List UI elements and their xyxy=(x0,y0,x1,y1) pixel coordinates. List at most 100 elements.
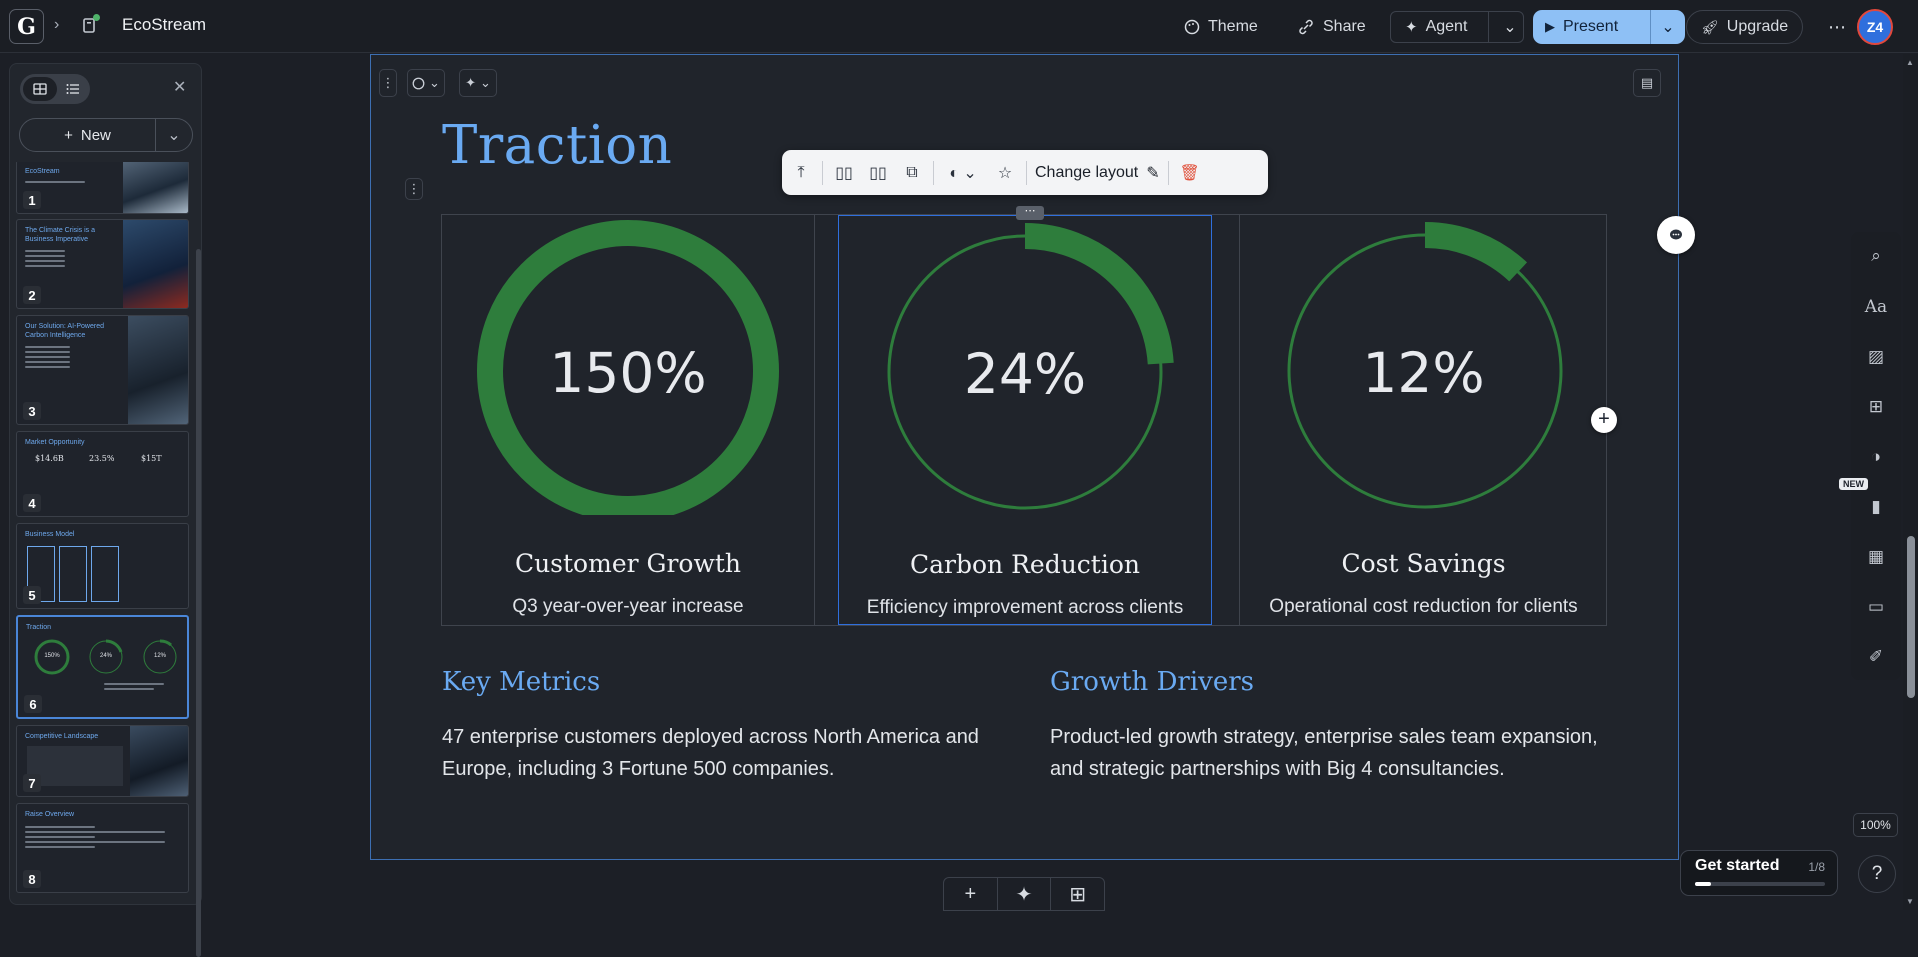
new-slide-button[interactable]: + New ⌄ xyxy=(19,118,193,152)
comment-icon[interactable] xyxy=(1657,216,1695,254)
layout-icon[interactable]: ⊞ xyxy=(1069,883,1087,906)
thumbnail-title: Raise Overview xyxy=(25,811,75,818)
slide-thumbnail-8[interactable]: Raise Overview 8 xyxy=(16,803,189,893)
agent-button[interactable]: ✦ Agent ⌄ xyxy=(1390,11,1524,43)
close-icon[interactable]: ✕ xyxy=(173,79,187,96)
theme-button[interactable]: Theme xyxy=(1174,11,1268,43)
progress-ring-chart xyxy=(477,220,779,515)
app-logo-icon[interactable]: G xyxy=(9,9,44,44)
slide-number: 1 xyxy=(23,191,41,209)
growth-drivers-heading[interactable]: Growth Drivers xyxy=(1050,667,1255,697)
sparkle-icon: ✦ xyxy=(1405,19,1418,36)
sidebar-scrollbar[interactable] xyxy=(196,249,201,957)
new-label: New xyxy=(80,126,111,144)
rocket-icon: 🚀︎ xyxy=(1701,18,1719,35)
page-title[interactable]: Traction xyxy=(442,115,673,176)
thumbnail-image xyxy=(128,316,188,424)
upgrade-button[interactable]: 🚀︎ Upgrade xyxy=(1686,10,1804,44)
drag-handle[interactable]: ⋯ xyxy=(1016,206,1044,220)
chevron-down-icon[interactable]: ⌄ xyxy=(167,127,181,144)
column-left-icon[interactable]: ▯▯ xyxy=(835,164,853,182)
slide-theme-button[interactable]: ⌄ xyxy=(407,69,445,97)
slides-panel: ✕ + New ⌄ EcoStream 1 The Climate Crisis … xyxy=(9,63,202,957)
slide-number: 6 xyxy=(24,695,42,713)
slide-thumbnail-4[interactable]: Market Opportunity $14.6B 23.5% $15T 4 xyxy=(16,431,189,517)
palette-icon xyxy=(412,77,425,89)
new-badge: NEW xyxy=(1839,478,1868,490)
metric-card[interactable]: 150% Customer Growth Q3 year-over-year i… xyxy=(442,215,815,625)
add-column-button[interactable]: + xyxy=(1591,407,1617,433)
image-icon[interactable]: ▨ xyxy=(1867,347,1885,366)
color-palette-icon[interactable]: ◐ ⌄ xyxy=(949,164,977,182)
move-up-icon[interactable]: ⤒ xyxy=(797,163,805,181)
slide-thumbnail-2[interactable]: The Climate Crisis is a Business Imperat… xyxy=(16,219,189,309)
search-icon[interactable]: ⌕ xyxy=(1871,246,1881,265)
duplicate-icon[interactable]: ⧉ xyxy=(906,163,918,181)
progress-arc xyxy=(477,220,779,515)
block-menu-icon[interactable]: ⋮ xyxy=(405,178,423,200)
toggle-icon[interactable]: ◑ xyxy=(1870,447,1882,466)
thumbnail-stat: 150% xyxy=(44,653,60,659)
share-label: Share xyxy=(1323,18,1366,35)
column-right-icon[interactable]: ▯▯ xyxy=(869,164,887,182)
slide-thumbnail-5[interactable]: Business Model 5 xyxy=(16,523,189,609)
present-button[interactable]: ▶ Present ⌄ xyxy=(1533,10,1685,44)
progress-fill xyxy=(1695,882,1712,886)
slide-thumbnail-1[interactable]: EcoStream 1 xyxy=(16,162,189,214)
chevron-right-icon: › xyxy=(54,16,60,33)
growth-drivers-body[interactable]: Product-led growth strategy, enterprise … xyxy=(1050,726,1598,780)
slide-thumbnail-3[interactable]: Our Solution: AI-Powered Carbon Intellig… xyxy=(16,315,189,425)
trash-icon[interactable]: 🗑︎ xyxy=(1179,164,1200,182)
metric-card[interactable]: 24% Carbon Reduction Efficiency improvem… xyxy=(838,215,1212,625)
thumbnail-title: EcoStream xyxy=(25,168,60,175)
slide-number: 5 xyxy=(23,586,41,604)
progress-ring-chart xyxy=(876,223,1174,516)
key-metrics-body[interactable]: 47 enterprise customers deployed across … xyxy=(442,726,979,780)
ai-generate-icon[interactable]: ✦ xyxy=(998,878,1052,910)
star-icon[interactable]: ☆ xyxy=(997,164,1013,182)
chart-icon[interactable]: ▮ xyxy=(1871,497,1881,516)
metrics-grid: 150% Customer Growth Q3 year-over-year i… xyxy=(441,206,1607,626)
get-started-progress-label: 1/8 xyxy=(1808,860,1825,874)
ai-sparkle-button[interactable]: ✦ ⌄ xyxy=(459,69,497,97)
slide-thumbnail-6[interactable]: Traction 150% 24% 12% 6 xyxy=(16,615,189,719)
more-options-icon[interactable]: ⋯ xyxy=(1828,16,1846,37)
view-toggle[interactable] xyxy=(20,74,90,104)
thumbnail-image xyxy=(123,220,188,308)
metric-title: Cost Savings xyxy=(1341,549,1506,578)
key-metrics-heading[interactable]: Key Metrics xyxy=(442,667,601,697)
thumbnail-title: Traction xyxy=(26,624,52,631)
help-button[interactable]: ? xyxy=(1858,855,1896,893)
add-card-icon[interactable]: + xyxy=(944,878,998,910)
thumbnail-image xyxy=(130,726,188,796)
grid-view-icon[interactable] xyxy=(23,77,57,101)
document-icon[interactable] xyxy=(82,16,100,34)
text-style-icon[interactable]: Aa xyxy=(1864,297,1888,317)
upgrade-label: Upgrade xyxy=(1726,18,1789,35)
zoom-level[interactable]: 100% xyxy=(1853,813,1898,837)
add-block-icon[interactable]: ⊞ xyxy=(1868,397,1884,416)
change-layout-button[interactable]: Change layout ✎ xyxy=(1031,163,1164,183)
metric-subtitle: Efficiency improvement across clients xyxy=(866,597,1184,618)
table-icon[interactable]: ▦ xyxy=(1867,547,1885,566)
thumbnail-title: Business Model xyxy=(25,531,75,538)
slide-thumbnail-7[interactable]: Competitive Landscape 7 xyxy=(16,725,189,797)
document-title[interactable]: EcoStream xyxy=(122,15,207,34)
thumbnail-stat: 23.5% xyxy=(89,454,115,463)
avatar[interactable]: Z4 xyxy=(1857,9,1893,45)
embed-icon[interactable]: ▭ xyxy=(1867,597,1885,616)
page-scrollbar[interactable]: ▲ ▼ xyxy=(1903,54,1918,910)
metric-card[interactable]: 12% Cost Savings Operational cost reduct… xyxy=(1239,215,1607,625)
edit-icon: ✎ xyxy=(1146,164,1160,182)
notes-icon[interactable]: ▤ xyxy=(1633,69,1661,97)
share-button[interactable]: Share xyxy=(1287,11,1376,43)
plus-icon: + xyxy=(64,126,73,144)
scroll-thumb[interactable] xyxy=(1907,536,1915,698)
chevron-down-icon[interactable]: ⌄ xyxy=(1503,19,1517,36)
draw-icon[interactable]: ✐ xyxy=(1868,647,1884,666)
list-view-icon[interactable] xyxy=(58,77,88,101)
get-started-widget[interactable]: Get started 1/8 xyxy=(1680,850,1838,896)
more-vertical-icon[interactable]: ⋮ xyxy=(379,69,397,97)
chevron-down-icon[interactable]: ⌄ xyxy=(1661,19,1675,36)
thumbnail-stat: 24% xyxy=(99,653,112,659)
